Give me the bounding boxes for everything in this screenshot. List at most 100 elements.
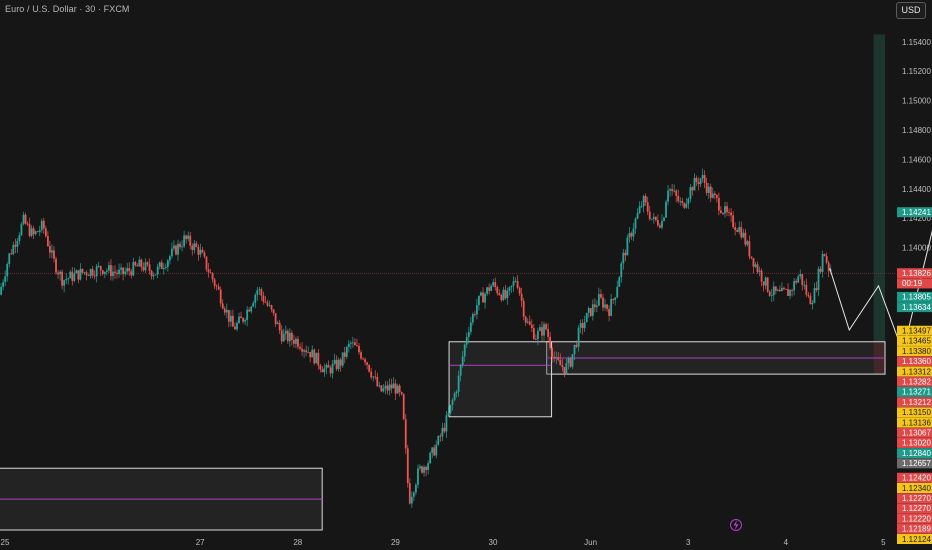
price-badge <box>897 302 932 313</box>
candle-body <box>124 271 127 274</box>
candle-body <box>358 345 360 353</box>
candle-body <box>813 288 816 303</box>
candle-body <box>65 279 68 281</box>
candle-body <box>490 285 493 291</box>
candle-body <box>608 309 610 316</box>
price-badge-label: 1.12270 <box>902 494 931 503</box>
price-badge-label: 1.13805 <box>902 293 931 302</box>
candle-body <box>12 244 15 255</box>
candle-body <box>254 294 257 303</box>
candle-body <box>142 267 145 271</box>
candle-body <box>191 245 194 251</box>
candle-body <box>148 264 151 271</box>
candle-body <box>823 254 826 257</box>
candle-body <box>91 269 94 276</box>
candle-body <box>557 357 560 361</box>
candle-body <box>185 235 188 240</box>
date-tick-label: 28 <box>293 538 302 547</box>
candle-body <box>276 322 279 325</box>
candle-body <box>30 228 33 236</box>
date-tick-label: Jun <box>584 538 597 547</box>
candle-body <box>20 223 23 236</box>
candle-body <box>154 274 157 276</box>
price-axis[interactable]: 1.15400 1.15200 1.15000 1.14800 1.14600 1.144… <box>902 38 931 253</box>
candle-body <box>173 245 175 249</box>
price-badge <box>897 493 932 504</box>
time-axis[interactable]: 2527282930Jun3456 <box>1 519 932 548</box>
candle-body <box>412 492 415 497</box>
candle-body <box>40 220 43 231</box>
currency-button[interactable]: USD <box>896 2 926 19</box>
candle-body <box>370 371 373 378</box>
candle-body <box>120 267 122 270</box>
candle-body <box>447 413 450 416</box>
candle-body <box>101 270 104 275</box>
candle-body <box>290 332 293 340</box>
candle-body <box>278 322 281 331</box>
price-badge <box>897 427 932 438</box>
candle-body <box>498 293 501 295</box>
candle-body <box>427 463 430 471</box>
candle-body <box>69 271 72 279</box>
candle-body <box>6 264 9 277</box>
price-badge-label: 1.12840 <box>902 449 931 458</box>
price-tick-label: 1.14400 <box>902 185 931 194</box>
candle-body <box>555 357 558 359</box>
candle-body <box>817 268 820 291</box>
candle-body <box>286 330 289 342</box>
candle-body <box>55 258 57 273</box>
candle-body <box>242 317 244 322</box>
candle-body <box>746 241 749 245</box>
candle-body <box>732 215 735 228</box>
candle-body <box>51 250 53 253</box>
candle-body <box>168 256 171 261</box>
candle-body <box>681 200 684 203</box>
candle-body <box>221 303 224 309</box>
candle-body <box>327 364 330 368</box>
candle-body <box>478 295 480 306</box>
candle-body <box>419 466 421 469</box>
candle-body <box>441 427 444 437</box>
candle-body <box>561 365 564 368</box>
candle-body <box>49 245 51 253</box>
candle-body <box>410 496 413 504</box>
candle-body <box>730 212 732 216</box>
candle-body <box>488 287 491 291</box>
candle-body <box>313 349 316 364</box>
candle-body <box>217 286 220 290</box>
candle-body <box>388 384 391 391</box>
price-badge-label: 1.13497 <box>902 327 931 336</box>
candle-body <box>465 337 468 345</box>
candle-body <box>227 309 230 322</box>
candle-body <box>425 466 427 471</box>
candle-body <box>264 301 267 303</box>
candle-body <box>480 292 482 296</box>
candle-body <box>171 248 173 257</box>
candle-body <box>787 289 789 296</box>
candle-body <box>321 369 324 373</box>
candle-body <box>707 186 710 194</box>
candle-body <box>203 252 206 257</box>
candle-body <box>341 352 344 366</box>
candle-body <box>83 272 86 274</box>
candle-body <box>402 394 405 420</box>
price-badge <box>897 325 932 336</box>
candle-body <box>695 177 698 183</box>
candle-body <box>675 190 678 196</box>
price-badge-label: 1.12340 <box>902 484 931 493</box>
price-tick-label: 1.14800 <box>902 126 931 135</box>
candle-body <box>726 206 728 213</box>
candle-body <box>768 291 771 296</box>
candle-body <box>815 288 818 291</box>
candle-body <box>644 196 647 203</box>
candle-body <box>754 264 757 267</box>
candle-body <box>687 198 690 204</box>
candle-body <box>349 342 352 344</box>
candle-body <box>67 278 70 280</box>
price-badge <box>897 291 932 302</box>
lightning-icon <box>730 519 742 531</box>
candle-body <box>455 391 458 394</box>
candle-body <box>18 235 21 241</box>
